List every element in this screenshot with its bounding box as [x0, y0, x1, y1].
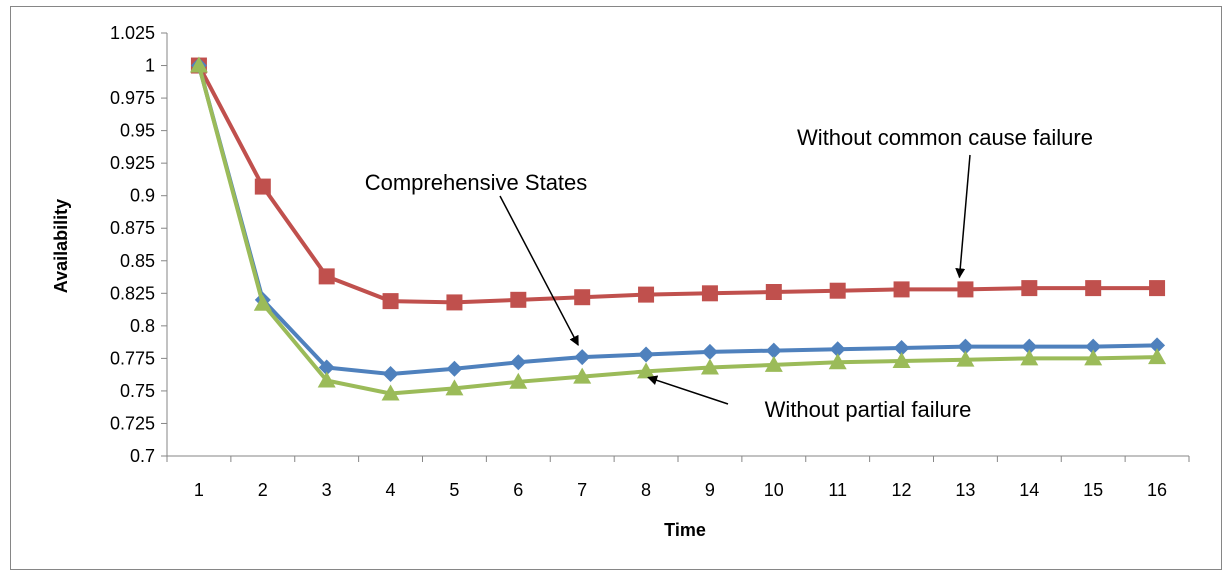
- data-point-triangle: [573, 367, 592, 384]
- data-point-diamond: [701, 343, 718, 360]
- x-axis-title: Time: [664, 520, 706, 540]
- x-tick-label: 13: [955, 480, 975, 500]
- series-line-comprehensive: [197, 65, 1158, 376]
- axes: 0.7 0.725 0.75 0.775 0.8 0.825 0.85 0.875 0.9 0.9…: [110, 23, 1190, 500]
- data-point-diamond: [574, 349, 591, 366]
- y-tick-label: 0.85: [120, 251, 155, 271]
- x-tick-label: 3: [322, 480, 332, 500]
- annotation-arrow: [955, 154, 971, 279]
- data-point-square: [829, 282, 846, 299]
- y-tick-label: 0.75: [120, 381, 155, 401]
- data-point-diamond: [318, 359, 335, 376]
- data-point-triangle: [700, 358, 719, 375]
- y-tick-label: 0.8: [130, 316, 155, 336]
- data-point-triangle: [189, 56, 208, 73]
- data-point-triangle: [445, 379, 464, 396]
- data-point-diamond: [510, 354, 527, 371]
- y-axis-title: Availability: [51, 199, 71, 293]
- data-point-diamond: [829, 341, 846, 358]
- data-point-square: [1021, 280, 1038, 297]
- annotation-label: Without partial failure: [765, 397, 972, 422]
- annotation-label: Comprehensive States: [365, 170, 588, 195]
- data-point-triangle: [637, 362, 656, 379]
- x-tick-label: 6: [513, 480, 523, 500]
- series-line-partial: [197, 65, 1158, 396]
- data-point-triangle: [1084, 349, 1103, 366]
- data-point-triangle: [1148, 348, 1167, 365]
- x-tick-label: 2: [258, 480, 268, 500]
- data-point-triangle: [509, 372, 528, 389]
- data-point-diamond: [1149, 337, 1166, 354]
- y-tick-label: 0.725: [110, 413, 155, 433]
- data-point-square: [701, 285, 718, 302]
- series-common_cause: [190, 57, 1166, 311]
- x-tick-label: 14: [1019, 480, 1039, 500]
- y-tick-label: 0.975: [110, 88, 155, 108]
- data-point-triangle: [253, 294, 272, 311]
- annotations-layer: Without common cause failure Comprehensiv…: [365, 125, 1093, 422]
- data-point-diamond: [1021, 338, 1038, 355]
- series-partial: [189, 56, 1167, 401]
- y-tick-label: 0.925: [110, 153, 155, 173]
- data-point-square: [765, 284, 782, 301]
- data-point-square: [254, 178, 271, 195]
- x-tick-label: 8: [641, 480, 651, 500]
- y-tick-label: 0.825: [110, 283, 155, 303]
- y-tick-label: 1: [145, 56, 155, 76]
- x-tick-label: 9: [705, 480, 715, 500]
- x-tick-label: 1: [194, 480, 204, 500]
- y-tick-label: 0.775: [110, 348, 155, 368]
- data-point-diamond: [957, 338, 974, 355]
- data-point-square: [382, 293, 399, 310]
- data-point-diamond: [638, 346, 655, 363]
- data-point-triangle: [956, 350, 975, 367]
- x-tick-label: 5: [449, 480, 459, 500]
- data-point-square: [957, 281, 974, 298]
- data-point-square: [893, 281, 910, 298]
- data-point-triangle: [828, 353, 847, 370]
- data-point-diamond: [1085, 338, 1102, 355]
- data-point-triangle: [317, 371, 336, 388]
- data-point-triangle: [1020, 349, 1039, 366]
- x-tick-label: 16: [1147, 480, 1167, 500]
- data-point-triangle: [892, 351, 911, 368]
- x-tick-label: 15: [1083, 480, 1103, 500]
- x-tick-label: 12: [892, 480, 912, 500]
- data-point-diamond: [446, 360, 463, 377]
- data-point-triangle: [764, 355, 783, 372]
- data-point-square: [574, 289, 591, 306]
- data-point-square: [1085, 280, 1102, 297]
- data-point-diamond: [382, 366, 399, 383]
- y-tick-label: 0.875: [110, 218, 155, 238]
- data-point-triangle: [381, 384, 400, 401]
- data-point-square: [446, 294, 463, 311]
- annotation-label: Without common cause failure: [797, 125, 1093, 150]
- series-layer: [189, 56, 1167, 401]
- data-point-diamond: [765, 342, 782, 359]
- y-tick-label: 1.025: [110, 23, 155, 43]
- series-line-common_cause: [197, 64, 1158, 305]
- y-tick-label: 0.9: [130, 186, 155, 206]
- x-tick-label: 10: [764, 480, 784, 500]
- annotation-arrow: [499, 195, 579, 346]
- series-comprehensive: [190, 57, 1166, 383]
- x-tick-label: 7: [577, 480, 587, 500]
- data-point-square: [318, 268, 335, 285]
- data-point-square: [638, 286, 655, 303]
- x-tick-label: 4: [386, 480, 396, 500]
- x-tick-label: 11: [828, 480, 847, 500]
- data-point-diamond: [893, 339, 910, 356]
- y-tick-label: 0.7: [130, 446, 155, 466]
- y-tick-label: 0.95: [120, 121, 155, 141]
- data-point-square: [1149, 280, 1166, 297]
- annotation-arrow: [647, 375, 729, 405]
- data-point-square: [510, 291, 527, 308]
